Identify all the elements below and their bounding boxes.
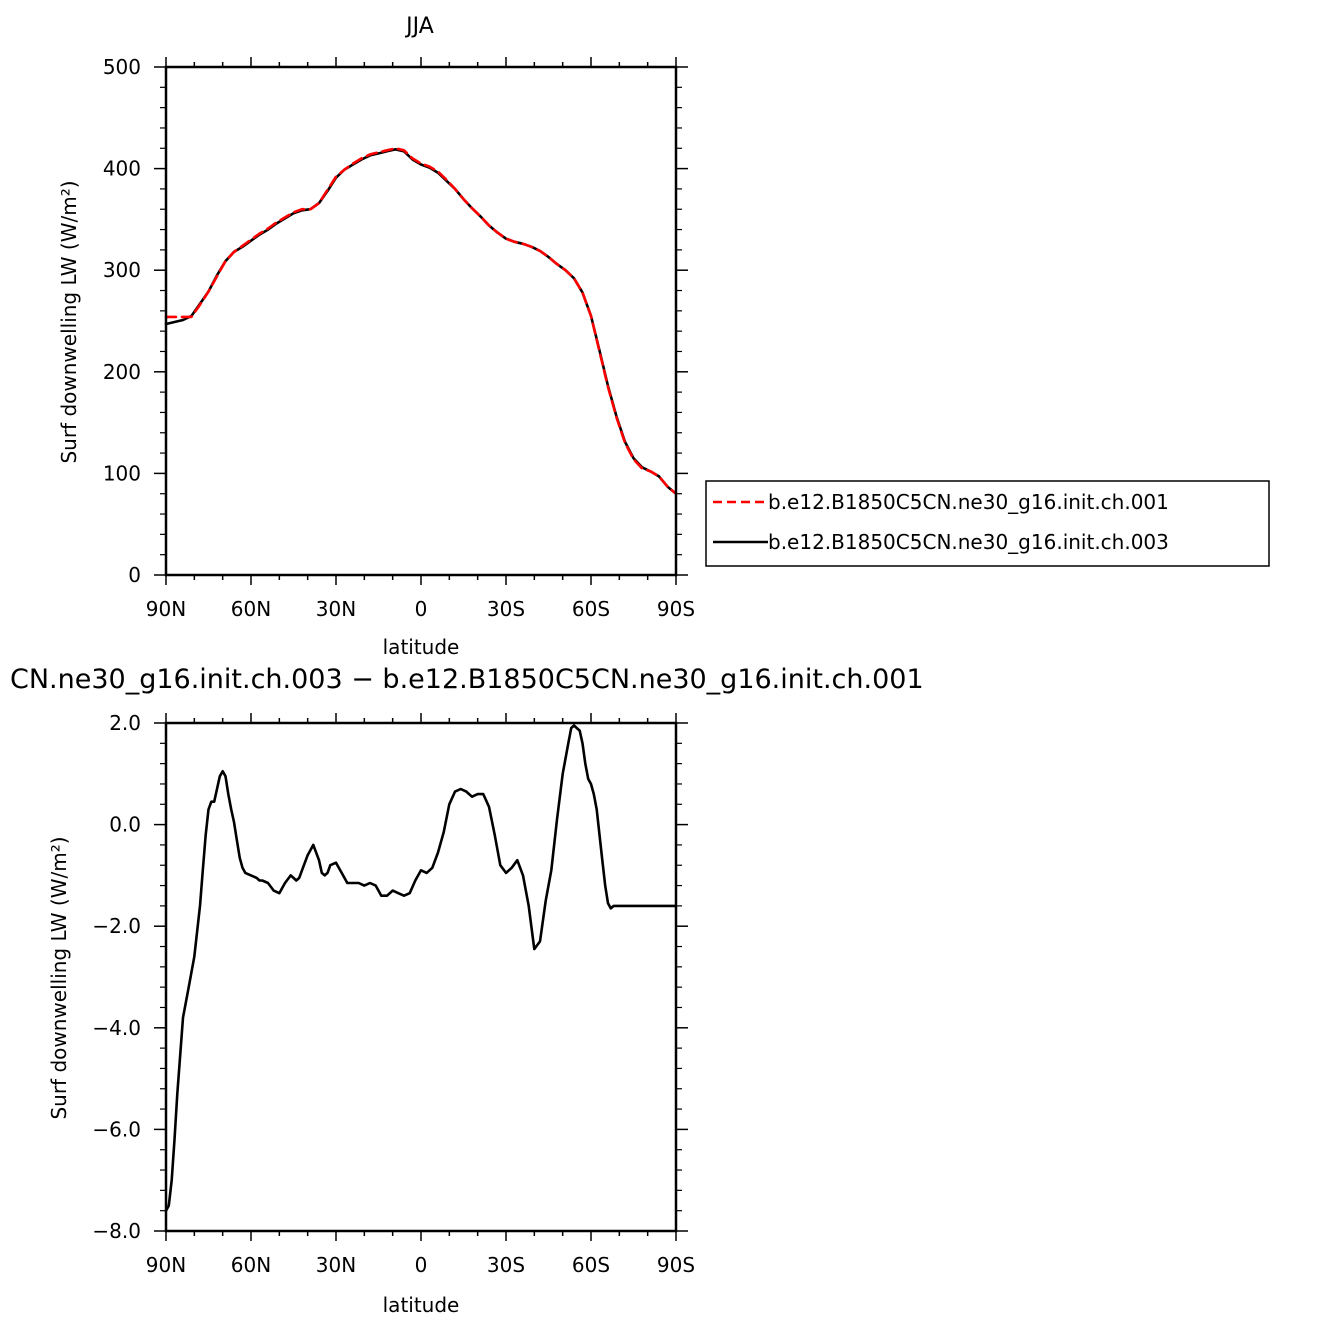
bottom-x-tick-labels: 90N 60N 30N 0 30S 60S 90S: [146, 1253, 695, 1277]
x-tick-label: 30S: [487, 597, 525, 621]
x-tick-label: 30N: [316, 1253, 356, 1277]
y-tick-label: 2.0: [109, 711, 141, 735]
x-tick-label: 90S: [657, 597, 695, 621]
y-tick-label: −8.0: [92, 1219, 141, 1243]
y-tick-label: 500: [103, 55, 141, 79]
y-tick-label: −6.0: [92, 1117, 141, 1141]
top-plot-frame: [164, 65, 678, 577]
bottom-y-tick-labels: −8.0 −6.0 −4.0 −2.0 0.0 2.0: [92, 711, 141, 1243]
y-tick-label: 300: [103, 258, 141, 282]
x-tick-label: 0: [415, 597, 428, 621]
legend-label-001: b.e12.B1850C5CN.ne30_g16.init.ch.001: [768, 490, 1169, 514]
x-tick-label: 90S: [657, 1253, 695, 1277]
x-tick-label: 0: [415, 1253, 428, 1277]
bottom-chart-title: CN.ne30_g16.init.ch.003 − b.e12.B1850C5C…: [10, 664, 924, 695]
top-y-tick-labels: 0 100 200 300 400 500: [103, 55, 141, 587]
legend-box: [705, 480, 1270, 567]
y-tick-label: −4.0: [92, 1016, 141, 1040]
x-tick-label: 90N: [146, 597, 186, 621]
series-line-1: [164, 147, 678, 496]
top-series-group: [164, 147, 678, 496]
bottom-y-axis-label: Surf downwelling LW (W/m²): [47, 836, 71, 1119]
top-x-tick-labels: 90N 60N 30N 0 30S 60S 90S: [146, 597, 695, 621]
y-tick-label: 0.0: [109, 813, 141, 837]
top-y-axis-label: Surf downwelling LW (W/m²): [57, 180, 81, 463]
series-line-1: [164, 724, 678, 1212]
legend: b.e12.B1850C5CN.ne30_g16.init.ch.001 b.e…: [705, 480, 1270, 567]
x-tick-label: 60N: [231, 1253, 271, 1277]
x-tick-label: 90N: [146, 1253, 186, 1277]
legend-label-003: b.e12.B1850C5CN.ne30_g16.init.ch.003: [768, 530, 1169, 554]
y-tick-label: 200: [103, 360, 141, 384]
y-tick-label: 0: [128, 563, 141, 587]
bottom-panel: CN.ne30_g16.init.ch.003 − b.e12.B1850C5C…: [10, 664, 924, 1317]
top-chart-title: JJA: [404, 14, 434, 39]
bottom-plot-frame: [164, 721, 678, 1233]
x-tick-label: 30N: [316, 597, 356, 621]
x-tick-label: 60S: [572, 597, 610, 621]
x-tick-label: 60S: [572, 1253, 610, 1277]
bottom-series-group: [164, 724, 678, 1212]
top-panel: JJA 90N 60N 30N 0 30S 60S 90S 0 100 200 300 400 500…: [57, 14, 1270, 659]
x-tick-label: 60N: [231, 597, 271, 621]
x-tick-label: 30S: [487, 1253, 525, 1277]
y-tick-label: 100: [103, 461, 141, 485]
y-tick-label: −2.0: [92, 914, 141, 938]
y-tick-label: 400: [103, 157, 141, 181]
bottom-x-axis-label: latitude: [383, 1293, 460, 1317]
top-x-axis-label: latitude: [383, 635, 460, 659]
